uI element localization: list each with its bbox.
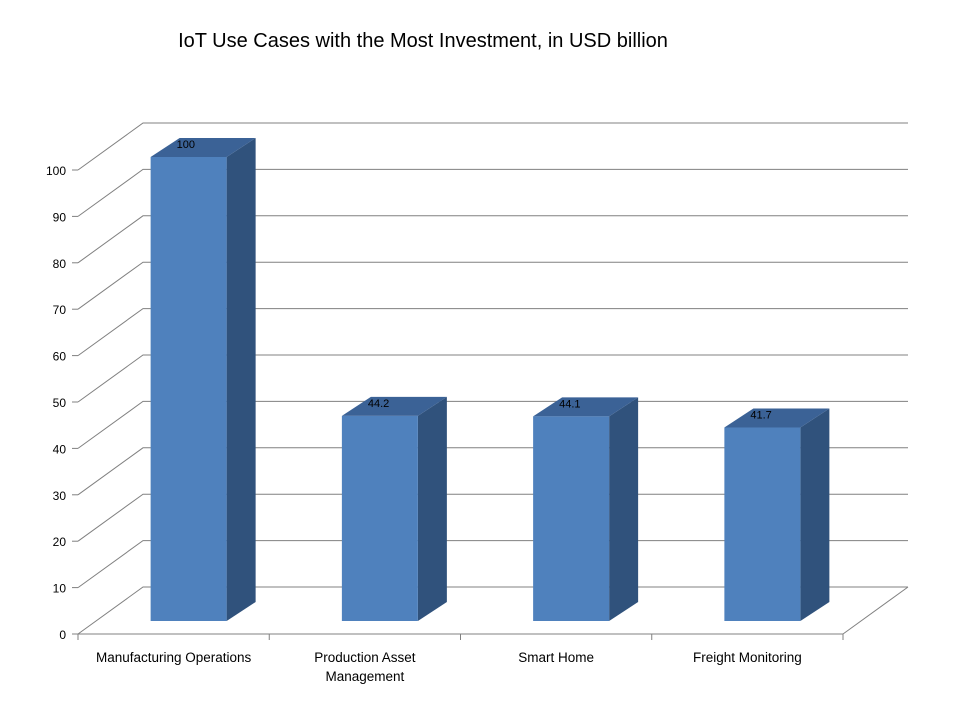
bar-side: [226, 138, 256, 621]
bar-side: [609, 397, 639, 621]
x-tick-label-line: Freight Monitoring: [692, 650, 802, 665]
bar: [341, 396, 447, 621]
gridline: [77, 400, 908, 449]
gridline: [77, 308, 908, 357]
x-tick-label: Manufacturing Operations: [79, 648, 269, 667]
gridline: [77, 493, 908, 542]
bar-side: [800, 408, 830, 621]
gridline: [77, 168, 908, 217]
y-tick-label: 70: [53, 303, 67, 317]
data-label: 41.7: [750, 410, 771, 422]
bar-front: [724, 427, 801, 621]
bar: [724, 408, 830, 621]
y-tick-label: 100: [46, 164, 66, 178]
x-tick-label: Freight Monitoring: [652, 648, 842, 667]
x-tick-label-line: Management: [325, 669, 405, 684]
x-tick-label-line: Manufacturing Operations: [95, 650, 252, 665]
x-tick-label-line: Production Asset: [314, 650, 416, 665]
y-tick-label: 20: [53, 535, 67, 549]
y-tick-label: 0: [59, 628, 66, 642]
bar: [533, 397, 639, 621]
y-tick-label: 90: [53, 210, 67, 224]
chart-title: IoT Use Cases with the Most Investment, …: [178, 30, 668, 52]
bars: [150, 138, 830, 621]
bar-front: [533, 416, 610, 621]
gridline: [77, 354, 908, 403]
x-tick-label-line: Smart Home: [518, 650, 595, 665]
bar-side: [417, 396, 447, 621]
y-tick-label: 30: [53, 489, 67, 503]
gridline: [77, 586, 908, 635]
bar-top: [150, 138, 256, 157]
bar: [150, 138, 256, 621]
y-tick-label: 10: [53, 582, 67, 596]
floor-edge: [842, 586, 909, 635]
data-labels: 100 44.2 44.1 41.7: [177, 139, 772, 422]
y-tick-label: 50: [53, 396, 67, 410]
bar-front: [150, 157, 227, 621]
gridline: [77, 540, 908, 589]
bar-top: [533, 397, 639, 417]
x-tick-label: Smart Home: [461, 648, 651, 667]
gridline: [77, 261, 908, 310]
data-label: 44.1: [559, 398, 580, 410]
bar-top: [724, 408, 830, 428]
bar-front: [341, 415, 418, 621]
y-tick-label: 40: [53, 442, 67, 456]
x-tick-label: Production Asset Management: [270, 648, 460, 686]
gridline: [77, 122, 908, 171]
data-label: 44.2: [368, 398, 389, 410]
gridlines: [77, 122, 908, 635]
axes: 0 10 20 30 40 50 60 70 80 90 100: [46, 164, 909, 642]
y-tick-label: 80: [53, 257, 67, 271]
y-tick-label: 60: [53, 350, 67, 364]
gridline: [77, 215, 908, 264]
bar-top: [341, 396, 447, 416]
gridline: [77, 447, 908, 496]
data-label: 100: [177, 139, 195, 151]
